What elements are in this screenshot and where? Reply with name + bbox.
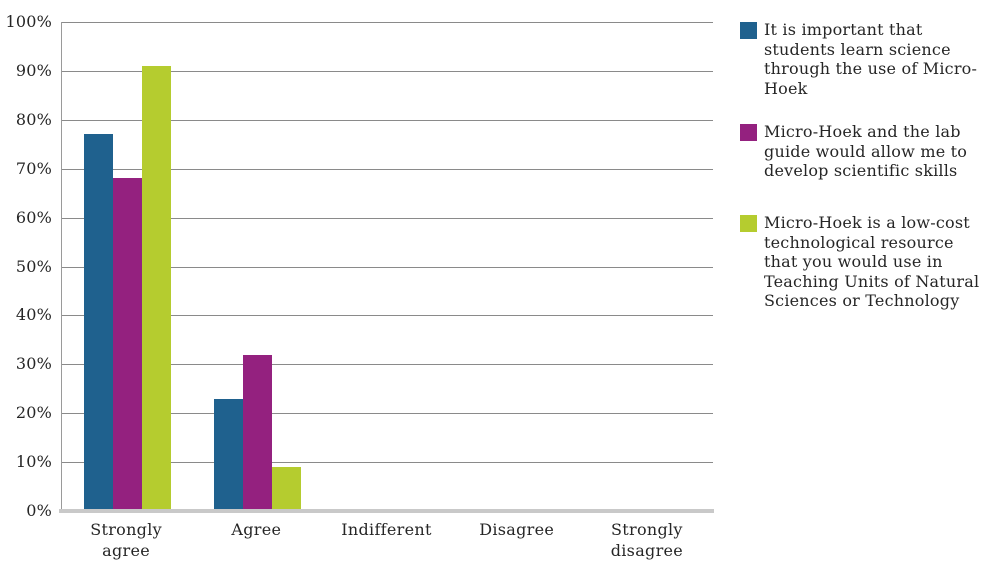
x-category-label: Disagree (479, 520, 555, 539)
bar-series1-strongly-agree (83, 134, 113, 511)
x-category-label: Strongly agree (90, 520, 162, 560)
bar-series2-agree (242, 354, 272, 511)
gridline (62, 217, 713, 219)
bar-series3-strongly-agree (141, 66, 171, 511)
legend-label: Micro-Hoek and the lab guide would allow… (764, 122, 968, 180)
legend-swatch-icon (740, 124, 757, 141)
y-tick-label: 70% (15, 158, 52, 178)
y-tick-label: 90% (15, 60, 52, 80)
x-category-label: Indifferent (341, 520, 432, 539)
y-tick-label: 10% (15, 452, 52, 472)
y-tick-label: 80% (15, 109, 52, 129)
gridline (62, 413, 713, 415)
gridline (62, 168, 713, 170)
legend-label: It is important that students learn scie… (764, 20, 978, 98)
y-tick-label: 50% (15, 256, 52, 276)
bar-series2-strongly-agree (112, 178, 142, 511)
bar-series3-agree (271, 466, 301, 511)
x-category-label: Agree (231, 520, 282, 539)
y-tick-label: 100% (5, 12, 52, 31)
gridline (62, 315, 713, 317)
gridline (62, 119, 713, 121)
gridline (62, 22, 713, 23)
gridline (62, 266, 713, 268)
legend-item: Micro-Hoek and the lab guide would allow… (740, 122, 992, 181)
y-tick-label: 60% (15, 207, 52, 227)
legend-swatch-icon (740, 22, 757, 39)
y-tick-label: 0% (26, 501, 52, 520)
plot-area (61, 22, 713, 511)
bar-series1-agree (213, 398, 243, 511)
legend-item: Micro-Hoek is a low-cost technological r… (740, 213, 992, 311)
legend-swatch-icon (740, 215, 757, 232)
x-category-label: Strongly disagree (610, 520, 684, 560)
legend-label: Micro-Hoek is a low-cost technological r… (764, 213, 980, 310)
gridline (62, 70, 713, 72)
x-axis-line (59, 509, 714, 513)
legend-item: It is important that students learn scie… (740, 20, 992, 98)
gridline (62, 462, 713, 464)
y-tick-label: 20% (15, 403, 52, 423)
gridline (62, 364, 713, 366)
y-tick-label: 30% (15, 354, 52, 374)
y-tick-label: 40% (15, 305, 52, 325)
